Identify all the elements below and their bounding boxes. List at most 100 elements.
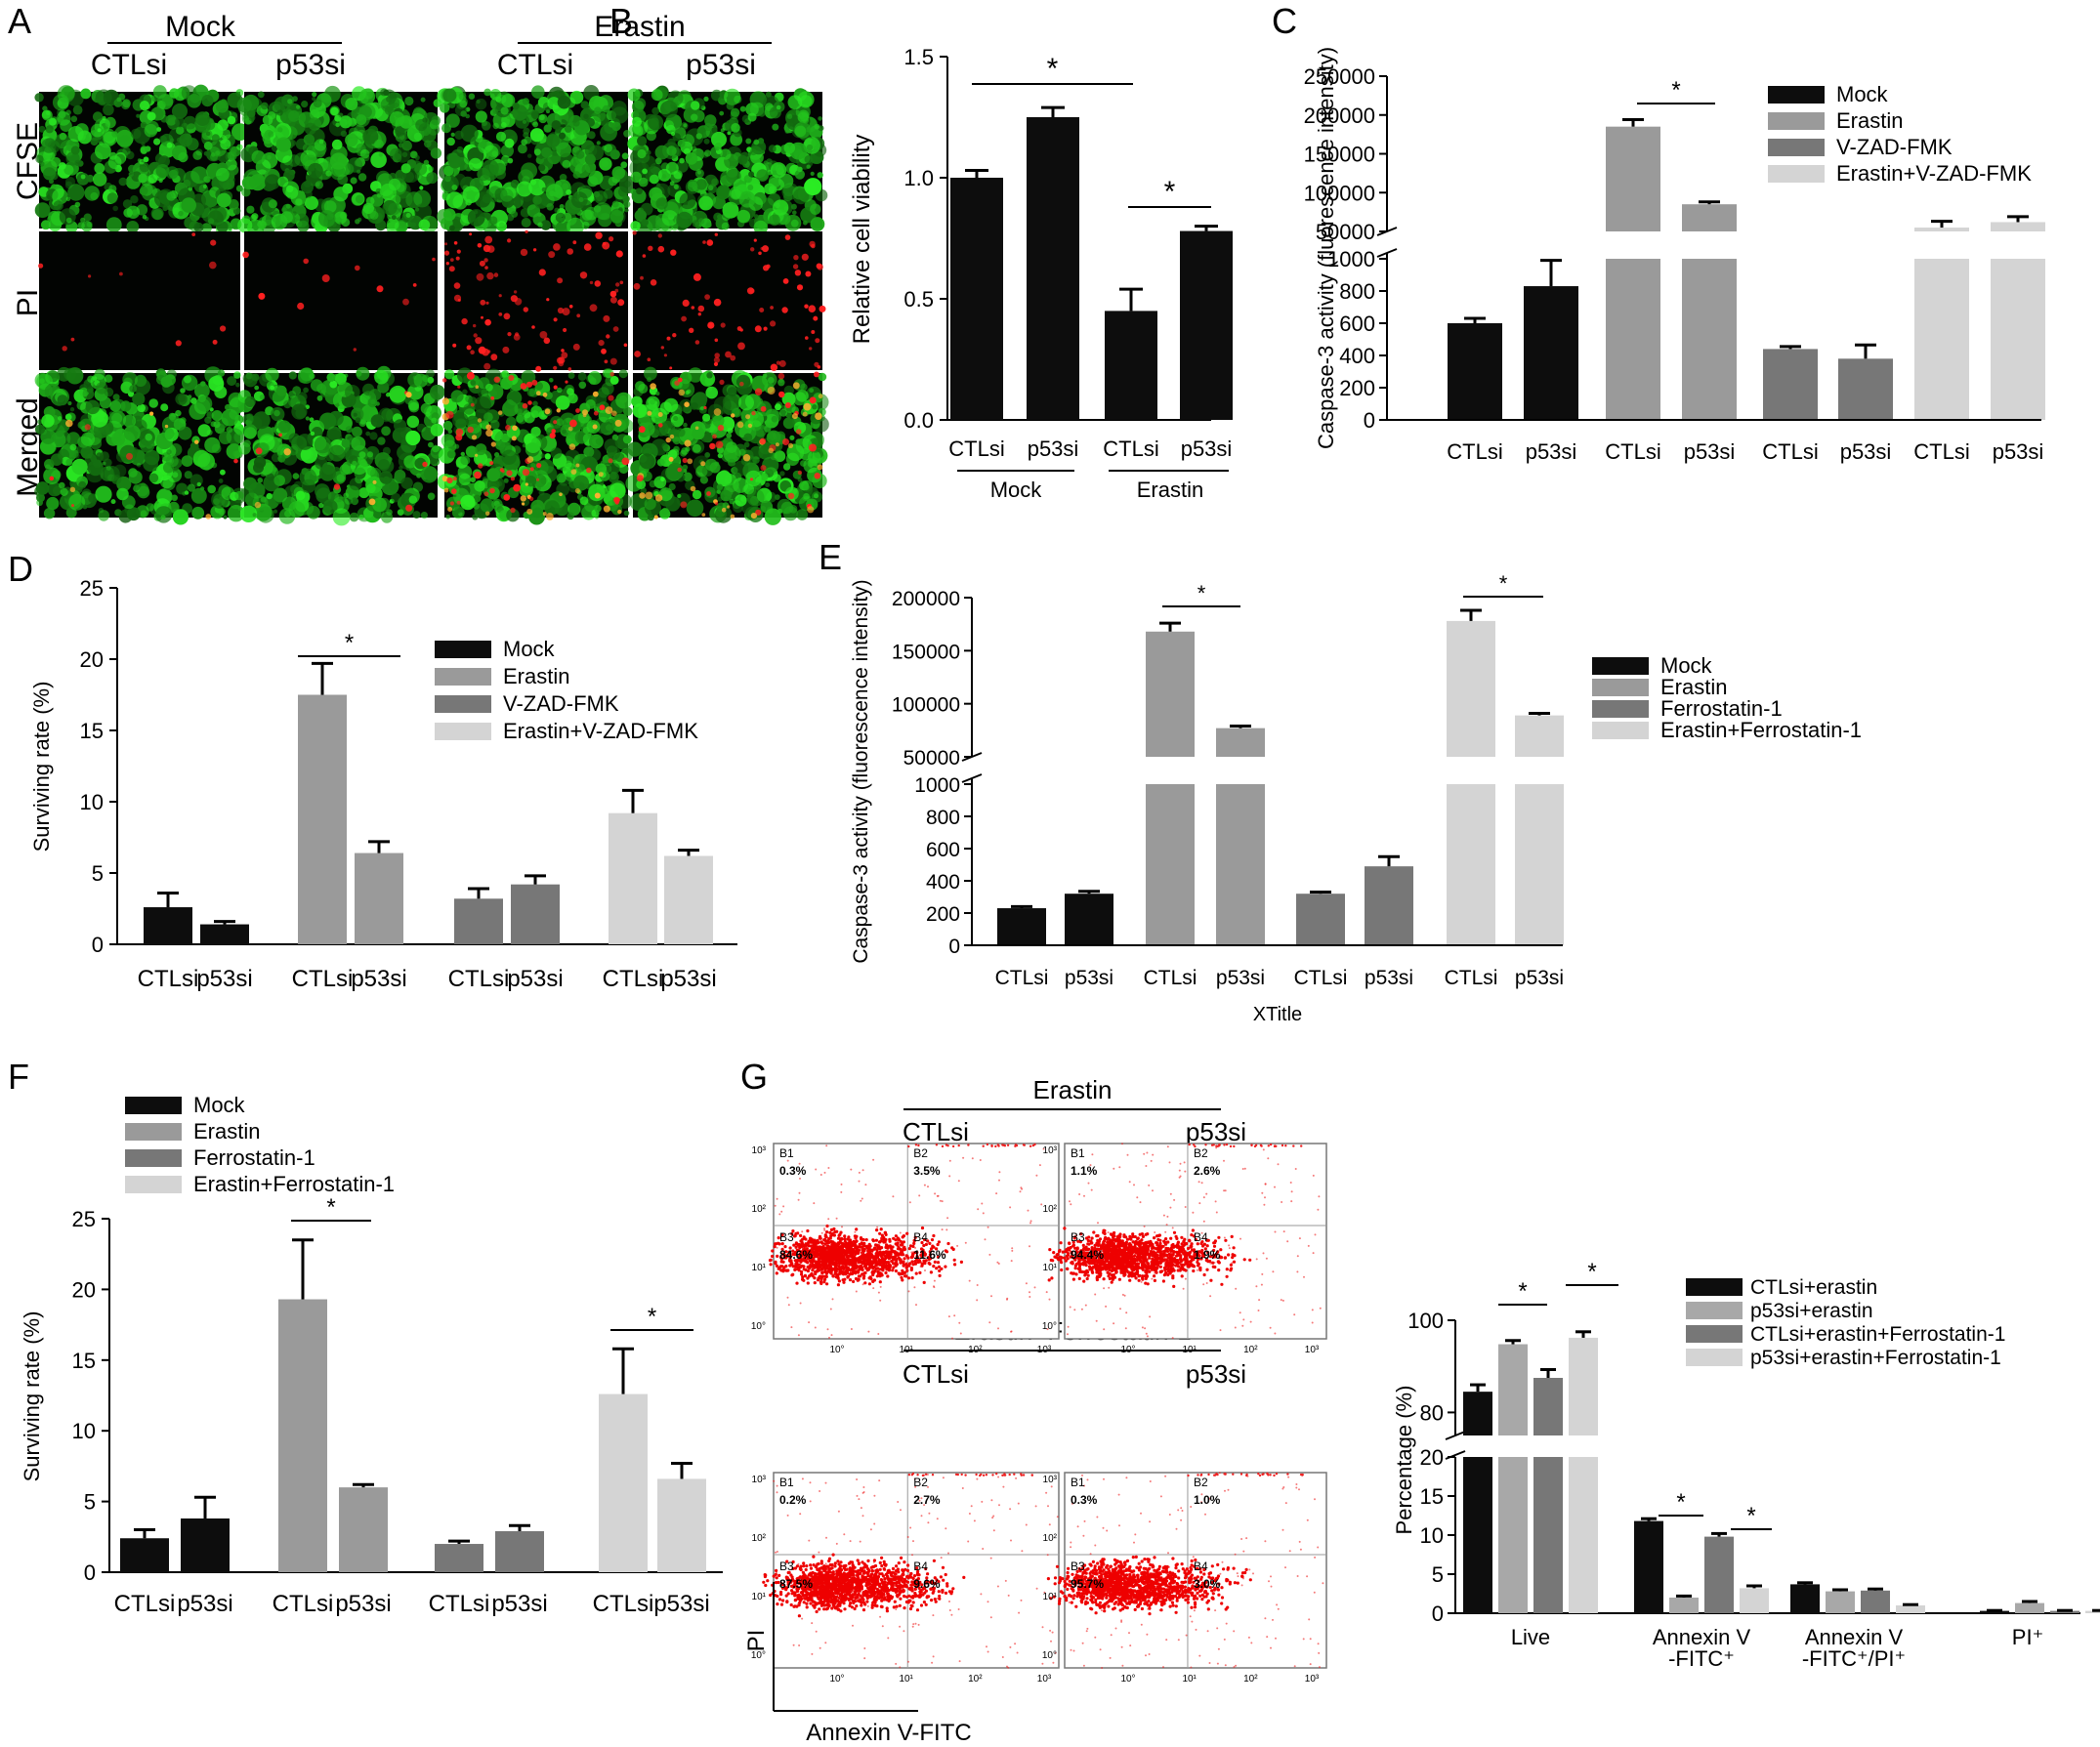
a-cell-green — [362, 128, 379, 145]
a-cell-green — [386, 218, 399, 230]
f-bar-5 — [495, 1531, 544, 1572]
g-flow-dot — [837, 1233, 841, 1237]
a-cell-green — [243, 373, 258, 388]
a-cell-red — [477, 418, 483, 423]
a-cell-green — [580, 101, 589, 109]
a-cell-green — [383, 89, 390, 96]
a-cell-red — [572, 343, 580, 351]
a-cell-green — [102, 461, 106, 466]
a-cell-green — [160, 515, 166, 520]
g-flow-dot — [865, 1269, 869, 1272]
a-cell-red — [506, 470, 513, 477]
a-cell-red — [119, 271, 123, 276]
a-micrograph-bg — [444, 231, 628, 370]
a-cell-green — [355, 417, 361, 424]
a-cell-green — [769, 185, 777, 194]
a-cell-green — [390, 147, 402, 161]
a-cell-green — [703, 138, 710, 145]
a-cell-green — [140, 510, 147, 518]
a-cell-red — [522, 402, 528, 409]
a-cell-green — [779, 471, 785, 477]
a-cell-green — [536, 485, 541, 491]
g-flow-dot — [802, 1268, 806, 1271]
a-cell-green — [501, 94, 516, 107]
a-cell-green — [94, 163, 105, 174]
a-cell-red — [443, 250, 450, 256]
a-cell-red — [701, 513, 706, 517]
a-cell-green — [743, 433, 753, 442]
g-flow-dot — [829, 1227, 834, 1231]
a-cell-green — [685, 152, 698, 165]
a-cell-red — [594, 280, 602, 287]
a-cell-green — [42, 105, 48, 111]
a-cell-green — [477, 167, 490, 182]
a-cell-green — [686, 499, 704, 518]
a-cell-red — [480, 299, 486, 306]
a-micrograph-r1c0 — [38, 231, 240, 370]
a-cell-green — [811, 491, 823, 503]
a-cell-green — [704, 123, 712, 131]
a-cell-green — [774, 494, 780, 500]
e-x-tick-label-7: p53si — [1515, 967, 1564, 989]
a-cell-red — [562, 308, 570, 316]
a-cell-red — [636, 475, 644, 482]
a-cell-green — [748, 171, 755, 178]
a-cell-red — [466, 371, 475, 380]
a-cell-green — [413, 132, 423, 142]
a-cell-green — [812, 404, 818, 410]
a-cell-red — [549, 433, 556, 439]
c-x-tick-label-2: CTLsi — [1605, 439, 1660, 464]
a-cell-green — [253, 225, 259, 231]
a-cell-red — [813, 315, 819, 321]
a-cell-green — [468, 157, 483, 172]
f-legend-item-3: Erastin+Ferrostatin-1 — [193, 1172, 395, 1196]
d-x-tick-label-1: p53si — [196, 966, 252, 992]
a-cell-green — [183, 115, 197, 130]
a-cell-green — [351, 497, 359, 506]
g-flow-dot — [862, 1274, 866, 1278]
a-cell-red — [642, 254, 647, 258]
a-cell-green — [207, 484, 216, 494]
a-cell-green — [624, 208, 629, 213]
c-y-tick-label: 0 — [1364, 408, 1375, 433]
a-cell-green — [726, 102, 735, 110]
a-cell-green — [184, 471, 192, 479]
a-cell-green — [467, 209, 485, 227]
a-cell-green — [275, 469, 292, 485]
a-cell-green — [679, 157, 685, 164]
g-flow-dot — [902, 1260, 905, 1265]
d-y-tick-label: 20 — [80, 647, 104, 672]
a-cell-green — [111, 131, 118, 138]
a-cell-red — [682, 299, 690, 307]
a-cell-red — [526, 456, 534, 463]
g-flow-dot — [904, 1254, 908, 1258]
b-x-tick-label-1: p53si — [1028, 437, 1079, 461]
g-flow-dot — [855, 1227, 859, 1231]
a-cell-red — [493, 272, 499, 277]
a-cell-green — [579, 209, 597, 227]
a-cell-green — [369, 210, 379, 220]
g-title-erastin: Erastin — [1033, 1075, 1113, 1104]
g-flow-dot — [771, 1254, 775, 1259]
a-cell-green — [265, 367, 279, 382]
g-flow-dot — [823, 1277, 827, 1281]
a-cell-green — [291, 403, 308, 420]
a-cell-green — [800, 383, 808, 392]
a-cell-green — [351, 436, 366, 451]
a-cell-green — [128, 164, 136, 173]
a-cell-green — [166, 454, 179, 468]
a-cell-green — [53, 200, 63, 211]
c-x-tick-label-3: p53si — [1684, 439, 1736, 464]
g-flow-dot — [935, 1267, 939, 1270]
a-cell-green — [454, 173, 466, 186]
a-cell-red — [527, 400, 532, 405]
a-cell-red — [669, 366, 673, 370]
g-flow-dot — [894, 1234, 899, 1238]
a-cell-red — [333, 483, 341, 490]
g-flow-dot — [855, 1257, 860, 1261]
a-cell-red — [510, 507, 516, 514]
a-cell-green — [717, 187, 731, 200]
e-legend-item-3: Erastin+Ferrostatin-1 — [1660, 718, 1862, 742]
c-bar-7-low — [1991, 259, 2045, 420]
a-cell-green — [721, 222, 730, 230]
